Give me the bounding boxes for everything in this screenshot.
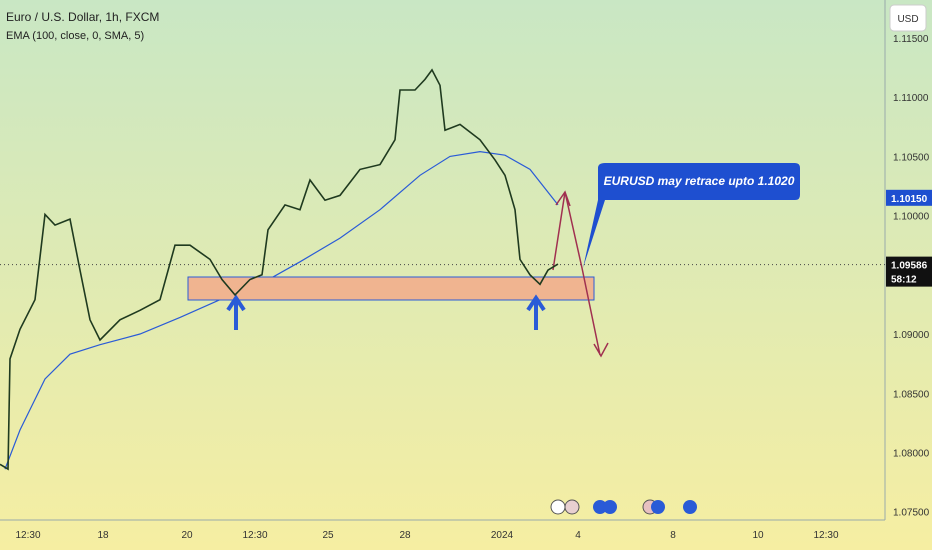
ema-line xyxy=(4,150,559,470)
price-line xyxy=(0,68,559,471)
support-zone xyxy=(187,276,595,301)
x-tick-label: 25 xyxy=(322,530,334,541)
ema-price-tag xyxy=(886,189,932,206)
y-tick-label: 1.07500 xyxy=(893,508,930,519)
annotation: EURUSD may retrace upto 1.1020 xyxy=(604,174,795,188)
countdown: 58:12 xyxy=(891,275,917,286)
callout xyxy=(583,163,800,268)
y-tick-label: 1.08500 xyxy=(893,389,930,400)
x-tick-label: 8 xyxy=(670,530,676,541)
x-tick-label: 10 xyxy=(752,530,764,541)
chart-title: Euro / U.S. Dollar, 1h, FXCM xyxy=(6,10,159,24)
y-tick-label: 1.10500 xyxy=(893,152,930,163)
current-price-tag xyxy=(886,256,932,287)
subtitle: EMA (100, close, 0, SMA, 5) xyxy=(6,30,144,42)
y-tick-label: 1.10000 xyxy=(893,212,930,223)
x-tick-label: 28 xyxy=(399,530,411,541)
x-tick-label: 12:30 xyxy=(813,530,838,541)
y-tick-label: 1.09000 xyxy=(893,330,930,341)
event-icons xyxy=(550,499,697,515)
arrow-up xyxy=(526,294,546,330)
currency: USD xyxy=(897,14,918,25)
x-tick-label: 2024 xyxy=(491,530,514,541)
y-tick-label: 1.11500 xyxy=(893,34,929,45)
ema-price-label: 1.10150 xyxy=(891,194,928,205)
x-tick-label: 18 xyxy=(97,530,109,541)
y-tick-label: 1.11000 xyxy=(893,93,929,104)
y-tick-label: 1.08000 xyxy=(893,448,930,459)
arrow-up xyxy=(226,294,246,330)
x-tick-label: 20 xyxy=(181,530,193,541)
x-tick-label: 4 xyxy=(575,530,581,541)
x-tick-label: 12:30 xyxy=(15,530,40,541)
currency-button[interactable] xyxy=(889,4,927,32)
projection-arrow xyxy=(552,190,609,358)
current-price-label: 1.09586 xyxy=(891,261,928,272)
x-tick-label: 12:30 xyxy=(242,530,267,541)
